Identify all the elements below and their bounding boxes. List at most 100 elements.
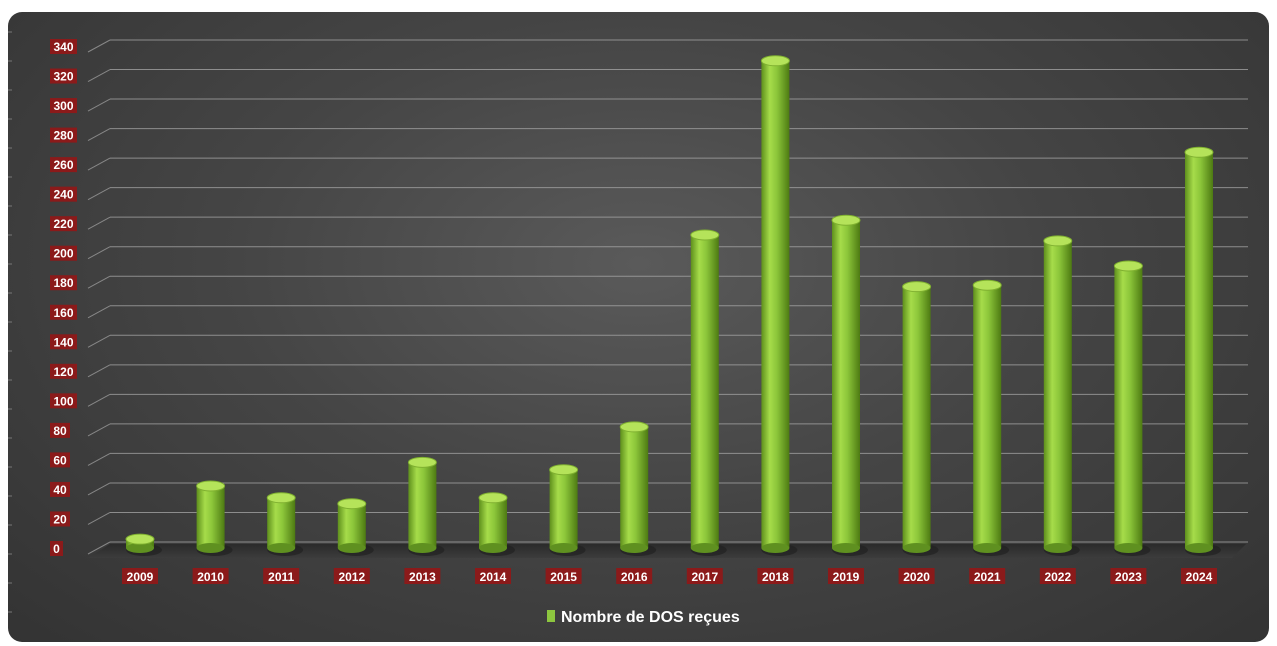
y-tick-label: 40 [53,483,67,497]
bar-top [972,279,1002,291]
bar-2020 [902,281,939,556]
bar-2023 [1113,260,1151,556]
chart-frame: 0 20 40 60 80 100 120 140 160 180 200 220 240 260 280 3… [8,12,1269,642]
bar-2024 [1184,146,1221,556]
y-tick-bg [50,186,77,202]
x-tick-bg [1181,568,1217,584]
bar-body [549,469,578,548]
bar-bottom [408,543,437,553]
bar-bottom [1114,543,1143,553]
y-tick-label: 100 [53,394,73,408]
bar-2019 [831,214,868,556]
bar-top [619,421,649,433]
grid-line-side [87,541,111,555]
y-tick-label: 20 [53,512,67,526]
bar-2022 [1043,235,1080,556]
bar-bottom [690,543,719,553]
grid-line-side [87,187,111,201]
legend-swatch [547,610,555,622]
y-tick-bg [50,541,63,556]
y-tick-label: 160 [53,306,73,320]
bar-body [1043,240,1072,549]
x-tick-bg [1039,568,1076,584]
bar-body [196,485,225,548]
x-tick-bg [1110,568,1147,584]
bar-2010 [196,480,233,556]
y-tick-bg [50,422,70,438]
y-tick-label: 300 [53,99,73,113]
bar-bottom [1185,543,1213,553]
grid-line-side [87,482,111,496]
y-tick-bg [50,245,77,261]
grid-lines [87,39,1248,558]
y-tick-bg [50,68,77,84]
y-tick-bg [50,304,77,320]
bar-body [620,426,649,548]
grid-line-side [87,305,111,319]
bar-body [902,286,931,548]
legend-label: Nombre de DOS reçues [561,609,740,626]
grid-line-side [87,452,111,466]
bar-bottom [620,543,649,553]
x-tick-label: 2014 [480,570,507,584]
bar-2015 [549,464,586,556]
y-tick-label: 280 [53,129,73,143]
bar-bottom [479,543,507,553]
chart-floor [88,544,1246,558]
y-tick-bg [50,452,70,468]
y-tick-bg [50,275,77,291]
bar-2014 [478,492,515,556]
x-tick-label: 2009 [127,570,154,584]
grid-line-side [87,423,111,437]
x-tick-label: 2023 [1115,570,1142,584]
grid-line-side [87,128,111,142]
bar-2013 [407,456,445,556]
bar-2012 [337,498,374,556]
bar-bottom [902,543,931,553]
bar-2009 [125,533,162,556]
grid-line-side [87,364,111,378]
x-tick-bg [192,568,229,584]
x-tick-bg [828,568,864,584]
x-tick-label: 2013 [409,570,436,584]
x-tick-label: 2024 [1186,570,1213,584]
x-tick-bg [757,568,794,584]
x-tick-bg [969,568,1006,584]
x-tick-label: 2017 [691,570,718,584]
bar-chart: 0 20 40 60 80 100 120 140 160 180 200 220 240 260 280 3… [8,31,1248,626]
bar-top [1184,146,1214,158]
y-tick-label: 60 [53,453,67,467]
bar-body [1114,265,1143,548]
y-tick-bg [50,334,77,350]
grid-line-side [87,246,111,260]
bar-2017 [690,229,727,556]
bar-top [478,492,508,504]
bar-bottom [1043,543,1072,553]
bar-2021 [972,279,1010,556]
bar-top [407,456,437,468]
bar-2018 [760,55,798,556]
x-tick-bg [475,568,511,584]
bar-2016 [619,421,657,556]
bar-2011 [266,492,304,556]
legend: Nombre de DOS reçues [547,609,740,626]
bar-top [690,229,720,241]
grid-line-side [87,334,111,348]
x-tick-label: 2020 [903,570,930,584]
grid-line-side [87,275,111,289]
bar-top [549,464,579,476]
grid-line-side [87,69,111,82]
x-tick-label: 2019 [833,570,860,584]
bar-body [337,503,366,548]
grid-line-side [87,157,111,171]
bar-bottom [832,543,860,553]
grid-line-side [87,39,111,53]
y-tick-bg [50,481,70,497]
x-tick-label: 2011 [268,570,294,584]
y-tick-bg [50,127,77,143]
x-tick-bg [898,568,935,584]
x-tick-bg [404,568,441,584]
y-tick-label: 180 [53,276,73,290]
x-tick-bg [545,568,582,584]
bar-body [1185,152,1213,548]
